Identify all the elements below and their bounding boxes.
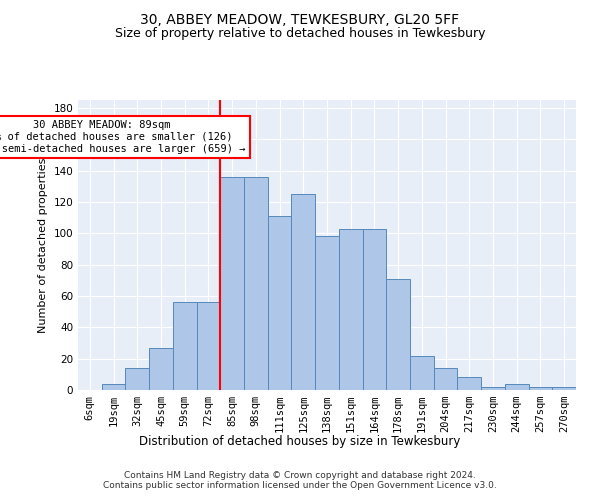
Text: Contains HM Land Registry data © Crown copyright and database right 2024.
Contai: Contains HM Land Registry data © Crown c… — [103, 470, 497, 490]
Bar — [481, 387, 505, 390]
Bar — [410, 356, 434, 390]
Bar — [457, 378, 481, 390]
Text: Size of property relative to detached houses in Tewkesbury: Size of property relative to detached ho… — [115, 28, 485, 40]
Y-axis label: Number of detached properties: Number of detached properties — [38, 158, 48, 332]
Bar — [292, 194, 315, 390]
Bar — [529, 387, 552, 390]
Bar — [315, 236, 339, 390]
Bar — [125, 368, 149, 390]
Bar — [362, 228, 386, 390]
Text: Distribution of detached houses by size in Tewkesbury: Distribution of detached houses by size … — [139, 435, 461, 448]
Bar — [244, 177, 268, 390]
Bar — [173, 302, 197, 390]
Bar — [386, 278, 410, 390]
Text: 30 ABBEY MEADOW: 89sqm
← 16% of detached houses are smaller (126)
82% of semi-de: 30 ABBEY MEADOW: 89sqm ← 16% of detached… — [0, 120, 245, 154]
Bar — [197, 302, 220, 390]
Bar — [102, 384, 125, 390]
Bar — [505, 384, 529, 390]
Bar — [339, 228, 362, 390]
Bar — [552, 387, 576, 390]
Bar — [434, 368, 457, 390]
Bar — [220, 177, 244, 390]
Bar — [149, 348, 173, 390]
Text: 30, ABBEY MEADOW, TEWKESBURY, GL20 5FF: 30, ABBEY MEADOW, TEWKESBURY, GL20 5FF — [140, 12, 460, 26]
Bar — [268, 216, 292, 390]
